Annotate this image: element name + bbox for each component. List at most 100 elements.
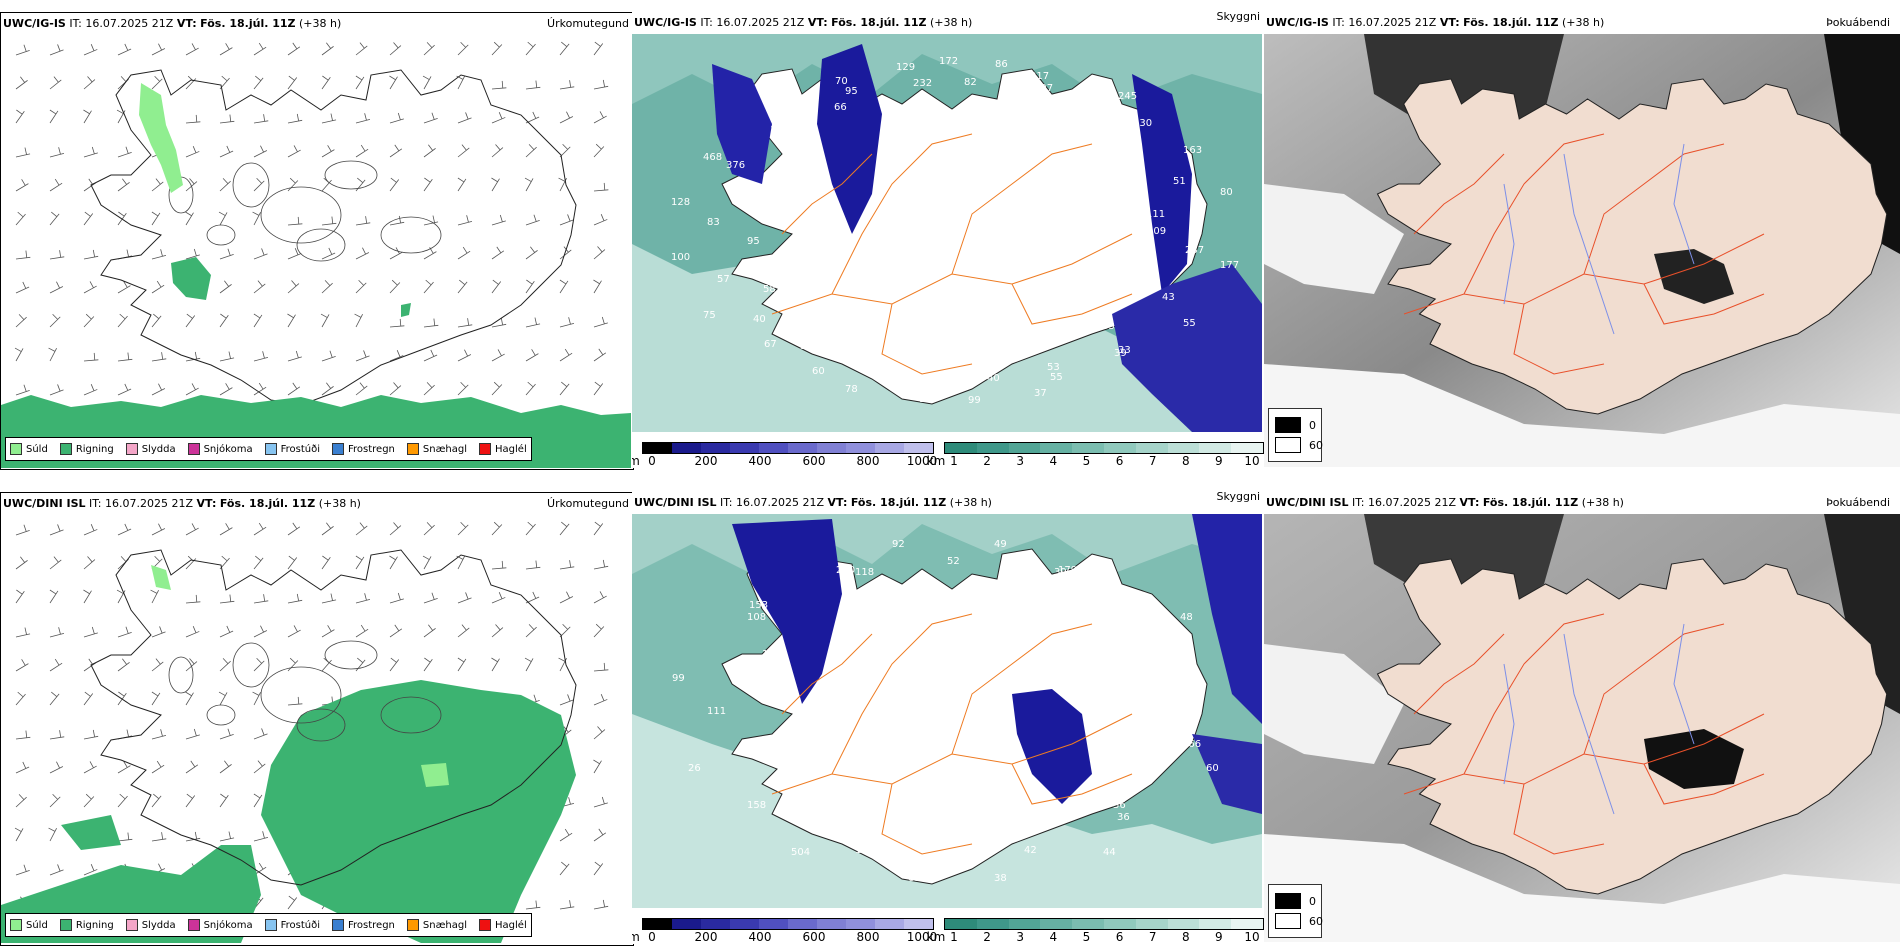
scale-swatch — [976, 443, 1009, 453]
cloud-base-label: 230 — [1133, 118, 1152, 129]
scale-tick-label: 5 — [1082, 930, 1091, 944]
wind-barb — [491, 592, 506, 604]
scale-tick-label: 8 — [1181, 454, 1190, 468]
cloud-base-label: 63 — [908, 873, 921, 884]
cloud-base-label: 89 — [886, 371, 899, 382]
contour-ring — [260, 666, 342, 724]
wind-barb — [593, 662, 609, 672]
wind-barb — [559, 41, 570, 56]
wind-barb — [559, 279, 569, 294]
wind-barbs — [14, 41, 609, 430]
wind-barb — [83, 524, 98, 536]
cloud-base-label: 237 — [1185, 245, 1204, 256]
river-line — [1673, 623, 1695, 745]
wind-barb — [389, 318, 405, 328]
scale-swatch — [788, 919, 817, 929]
panel-header: UWC/IG-IS IT: 16.07.2025 21Z VT: Fös. 18… — [632, 12, 1264, 34]
vt-label: VT: — [1459, 496, 1480, 509]
contour-ring — [232, 642, 270, 688]
wind-barb — [491, 624, 504, 638]
contour-ring — [206, 704, 236, 726]
map-line — [1413, 153, 1505, 235]
wind-barb — [83, 658, 97, 672]
wind-barb — [49, 793, 61, 808]
wind-barb — [253, 793, 263, 808]
wind-barb — [185, 793, 196, 808]
scale-tick-label: 4 — [1049, 930, 1058, 944]
scale-swatch — [976, 919, 1009, 929]
wind-barb — [15, 314, 27, 328]
wind-barb — [219, 594, 235, 604]
cloud-base-label: 26 — [688, 763, 701, 774]
vt-value: Fös. 18.júl. 11Z — [200, 17, 296, 30]
map-line — [1643, 283, 1765, 325]
wind-barb — [49, 761, 64, 774]
wind-barb — [457, 624, 470, 638]
legend-swatch — [125, 919, 138, 931]
map-line — [1643, 763, 1765, 805]
wind-barb — [185, 146, 200, 158]
wind-barb — [287, 42, 301, 56]
cloud-base-label: 238 — [1147, 706, 1166, 717]
legend-label: Frostúði — [280, 919, 320, 931]
legend-swatch — [10, 919, 22, 931]
wind-barb — [151, 43, 166, 56]
cloud-base-label: 128 — [762, 649, 781, 660]
scale-swatch — [1103, 443, 1136, 453]
wind-barb — [525, 279, 535, 294]
cloud-base-label: 376 — [726, 160, 745, 171]
wind-barb — [83, 729, 99, 740]
wind-barb — [219, 75, 230, 90]
map-line — [781, 633, 873, 715]
wind-barb — [185, 75, 197, 90]
wind-barb — [253, 625, 268, 638]
legend-label: Súld — [26, 443, 48, 455]
legend-item: Slydda — [125, 919, 176, 931]
wind-barb — [15, 524, 30, 536]
river-line — [1563, 153, 1615, 335]
wind-barb — [525, 80, 541, 90]
cloud-base-label: 53 — [1047, 362, 1060, 373]
wind-barb — [321, 657, 332, 672]
wind-barb — [491, 317, 507, 328]
wind-barb — [389, 522, 402, 536]
wind-barb — [525, 900, 541, 910]
wind-barb — [287, 382, 301, 396]
wind-barb — [457, 592, 472, 604]
wind-barb — [116, 589, 126, 604]
wind-barb — [491, 560, 507, 570]
scale-swatch — [1072, 919, 1104, 929]
scale-swatch — [1008, 919, 1041, 929]
wind-barb — [83, 864, 98, 876]
wind-barb — [117, 523, 132, 536]
wind-barb — [559, 214, 574, 226]
wind-barb — [423, 624, 436, 638]
wind-barb — [525, 317, 541, 328]
wind-barb — [83, 589, 92, 604]
wind-barb — [117, 556, 129, 570]
cloud-base-label: 42 — [1024, 845, 1037, 856]
wind-barb — [321, 382, 334, 396]
fog-legend-label: 0 — [1309, 894, 1316, 908]
wind-barb — [83, 178, 97, 192]
wind-barb — [355, 216, 371, 226]
wind-barb — [151, 383, 166, 396]
cloud-base-label: 38 — [800, 341, 813, 352]
wind-barb — [457, 318, 473, 328]
legend-swatch — [187, 443, 200, 455]
legend-item: Rigning — [59, 919, 114, 931]
wind-barb — [287, 248, 302, 260]
wind-barb — [491, 80, 507, 90]
wind-barb — [559, 521, 570, 536]
legend-label: Haglél — [495, 919, 527, 931]
wind-barb — [185, 248, 200, 260]
wind-barb — [49, 178, 63, 192]
wind-barb — [321, 555, 331, 570]
legend-item: Snjókoma — [187, 919, 253, 931]
scale-tick-label: 7 — [1148, 454, 1157, 468]
wind-barb — [525, 521, 536, 536]
wind-barb — [559, 591, 574, 604]
wind-barb — [422, 75, 432, 90]
rain-area — [1, 565, 576, 943]
